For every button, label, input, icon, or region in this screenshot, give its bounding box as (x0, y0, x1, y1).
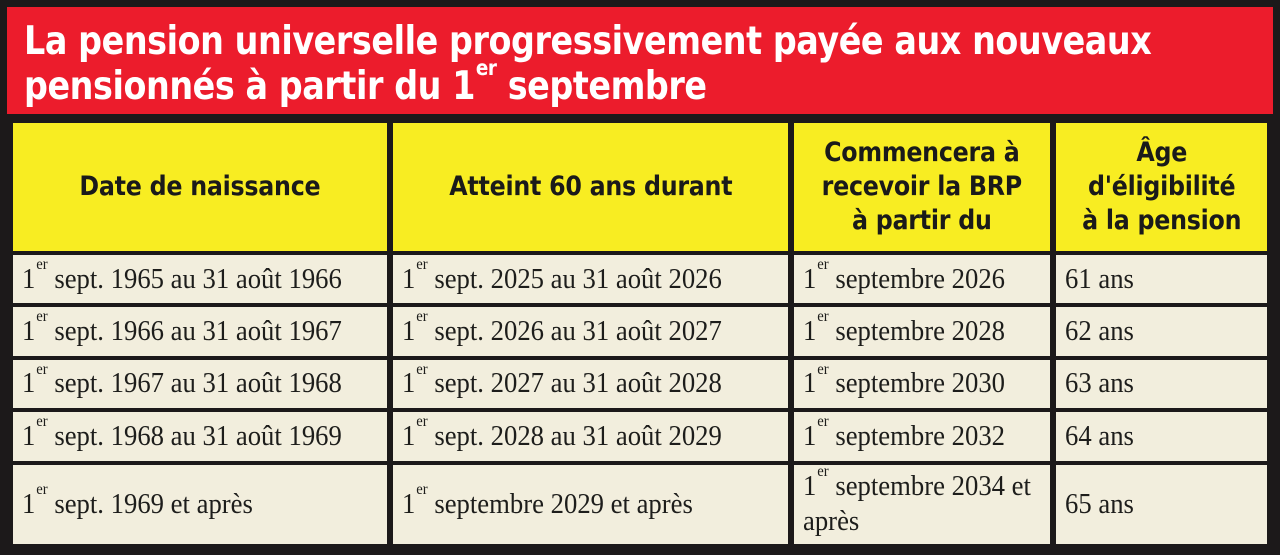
table-cell: 1er sept. 1969 et après (6, 460, 394, 549)
table-cell-text: 1er sept. 2026 au 31 août 2027 (402, 308, 723, 348)
table-cell: 64 ans (1049, 408, 1274, 465)
table-cell-text: 1er sept. 1969 et après (22, 481, 253, 520)
table-cell-text: 1er septembre 2034 et après (802, 463, 1031, 538)
table-cell: 1er sept. 1965 au 31 août 1966 (6, 250, 394, 308)
table-cell-text: 1er septembre 2029 et après (402, 481, 694, 520)
banner: La pension universelle progressivement p… (7, 7, 1273, 119)
header-cell-label: Date de naissance (79, 171, 321, 203)
table-cell: 65 ans (1049, 460, 1274, 549)
table-cell: 1er septembre 2029 et après (387, 460, 794, 549)
table-cell-text: 1er septembre 2032 (802, 413, 1005, 452)
table-row: 1er sept. 1967 au 31 août 1968 1er sept. … (6, 355, 1274, 413)
table-cell: 1er sept. 1968 au 31 août 1969 (6, 408, 394, 465)
banner-title: La pension universelle progressivement p… (24, 19, 1152, 110)
table-cell: 1er sept. 1967 au 31 août 1968 (6, 355, 394, 413)
table-cell: 1er septembre 2026 (787, 250, 1056, 308)
table-cell: 1er septembre 2028 (787, 303, 1056, 360)
table-cell-text: 65 ans (1064, 487, 1134, 520)
table-cell-text: 1er septembre 2028 (802, 308, 1005, 348)
table-body: 1er sept. 1965 au 31 août 1966 1er sept. … (6, 250, 1274, 549)
table-cell: 62 ans (1049, 303, 1274, 360)
table-cell: 1er sept. 2025 au 31 août 2026 (387, 250, 794, 308)
header-cell-1: Atteint 60 ans durant (387, 119, 794, 255)
header-cell-label: Commencera à recevoir la BRP à partir du (821, 137, 1023, 236)
table-cell: 1er septembre 2034 et après (787, 460, 1056, 549)
table-cell: 1er septembre 2030 (787, 355, 1056, 413)
table-cell: 1er septembre 2032 (787, 408, 1056, 465)
header-cell-label: Atteint 60 ans durant (449, 171, 733, 203)
header-row: Date de naissance Atteint 60 ans durant Co… (6, 119, 1274, 255)
table-cell: 61 ans (1049, 250, 1274, 308)
table-cell-text: 1er sept. 1967 au 31 août 1968 (22, 360, 342, 400)
table-row: 1er sept. 1965 au 31 août 1966 1er sept. … (6, 250, 1274, 308)
table-cell: 1er sept. 1966 au 31 août 1967 (6, 303, 394, 360)
table-cell-text: 1er sept. 2025 au 31 août 2026 (402, 255, 723, 295)
table-row: 1er sept. 1968 au 31 août 1969 1er sept. … (6, 408, 1274, 465)
header-cell-2: Commencera à recevoir la BRP à partir du (787, 119, 1056, 255)
table-cell-text: 64 ans (1064, 419, 1134, 452)
header-cell-0: Date de naissance (6, 119, 394, 255)
table-row: 1er sept. 1969 et après 1er septembre 202… (6, 460, 1274, 549)
table-cell-text: 1er sept. 1968 au 31 août 1969 (22, 413, 342, 452)
table-cell-text: 1er sept. 2028 au 31 août 2029 (402, 413, 723, 452)
header-cell-label: Âge d'éligibilité à la pension (1081, 137, 1241, 236)
table-row: 1er sept. 1966 au 31 août 1967 1er sept. … (6, 303, 1274, 360)
header-cell-3: Âge d'éligibilité à la pension (1049, 119, 1274, 255)
table-cell: 1er sept. 2026 au 31 août 2027 (387, 303, 794, 360)
pension-table: Date de naissance Atteint 60 ans durant Co… (6, 119, 1274, 549)
table-cell-text: 63 ans (1064, 367, 1134, 400)
table-cell-text: 1er septembre 2026 (802, 255, 1005, 295)
table-cell-text: 1er sept. 1966 au 31 août 1967 (22, 308, 342, 348)
table-cell-text: 1er septembre 2030 (802, 360, 1005, 400)
table-cell: 63 ans (1049, 355, 1274, 413)
table-cell: 1er sept. 2027 au 31 août 2028 (387, 355, 794, 413)
table-cell-text: 1er sept. 2027 au 31 août 2028 (402, 360, 723, 400)
table-cell: 1er sept. 2028 au 31 août 2029 (387, 408, 794, 465)
table-cell-text: 61 ans (1064, 262, 1134, 295)
table-cell-text: 62 ans (1064, 315, 1134, 348)
table-cell-text: 1er sept. 1965 au 31 août 1966 (22, 255, 342, 295)
